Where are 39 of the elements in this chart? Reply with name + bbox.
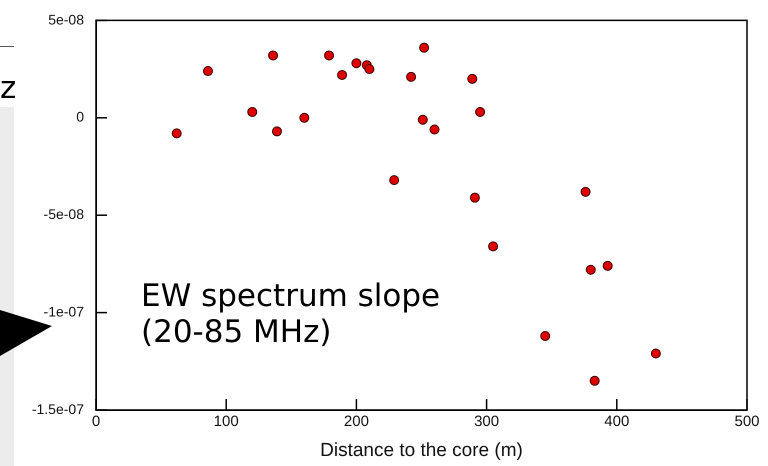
point	[470, 192, 480, 203]
x-axis-title: Distance to the core (m)	[320, 440, 523, 461]
point	[475, 106, 486, 117]
point	[389, 175, 400, 186]
y-tick-label: -1e-07	[44, 303, 84, 320]
point	[488, 241, 498, 252]
point	[419, 42, 430, 53]
point	[337, 70, 348, 80]
y-tick-label: -5e-08	[44, 206, 84, 222]
point	[268, 50, 278, 60]
point	[172, 128, 182, 138]
point	[299, 112, 310, 123]
point	[430, 124, 440, 134]
y-tick-label: -1.5e-07	[32, 400, 84, 417]
y-tick-label: 0	[76, 108, 84, 125]
point	[580, 186, 591, 197]
x-tick-label: 500	[734, 413, 760, 430]
point	[272, 126, 282, 136]
point	[650, 348, 661, 359]
point	[590, 376, 600, 386]
x-tick-label: 300	[474, 413, 500, 430]
x-tick-label: 400	[604, 413, 630, 430]
point	[364, 64, 374, 74]
text: z	[0, 70, 16, 106]
point	[418, 114, 428, 125]
x-tick-label: 200	[344, 413, 369, 430]
point	[586, 264, 596, 275]
point	[602, 260, 613, 271]
point	[467, 74, 478, 84]
point	[406, 72, 416, 82]
point	[247, 106, 258, 117]
point	[324, 50, 334, 60]
annotation: EW spectrum slope (20-85 MHz)	[141, 278, 440, 350]
point	[202, 66, 213, 76]
x-tick-label: 100	[214, 413, 239, 430]
x-tick-label: 0	[92, 413, 100, 430]
point	[540, 330, 550, 341]
point	[351, 58, 362, 68]
y-tick-label: 5e-08	[48, 11, 84, 28]
